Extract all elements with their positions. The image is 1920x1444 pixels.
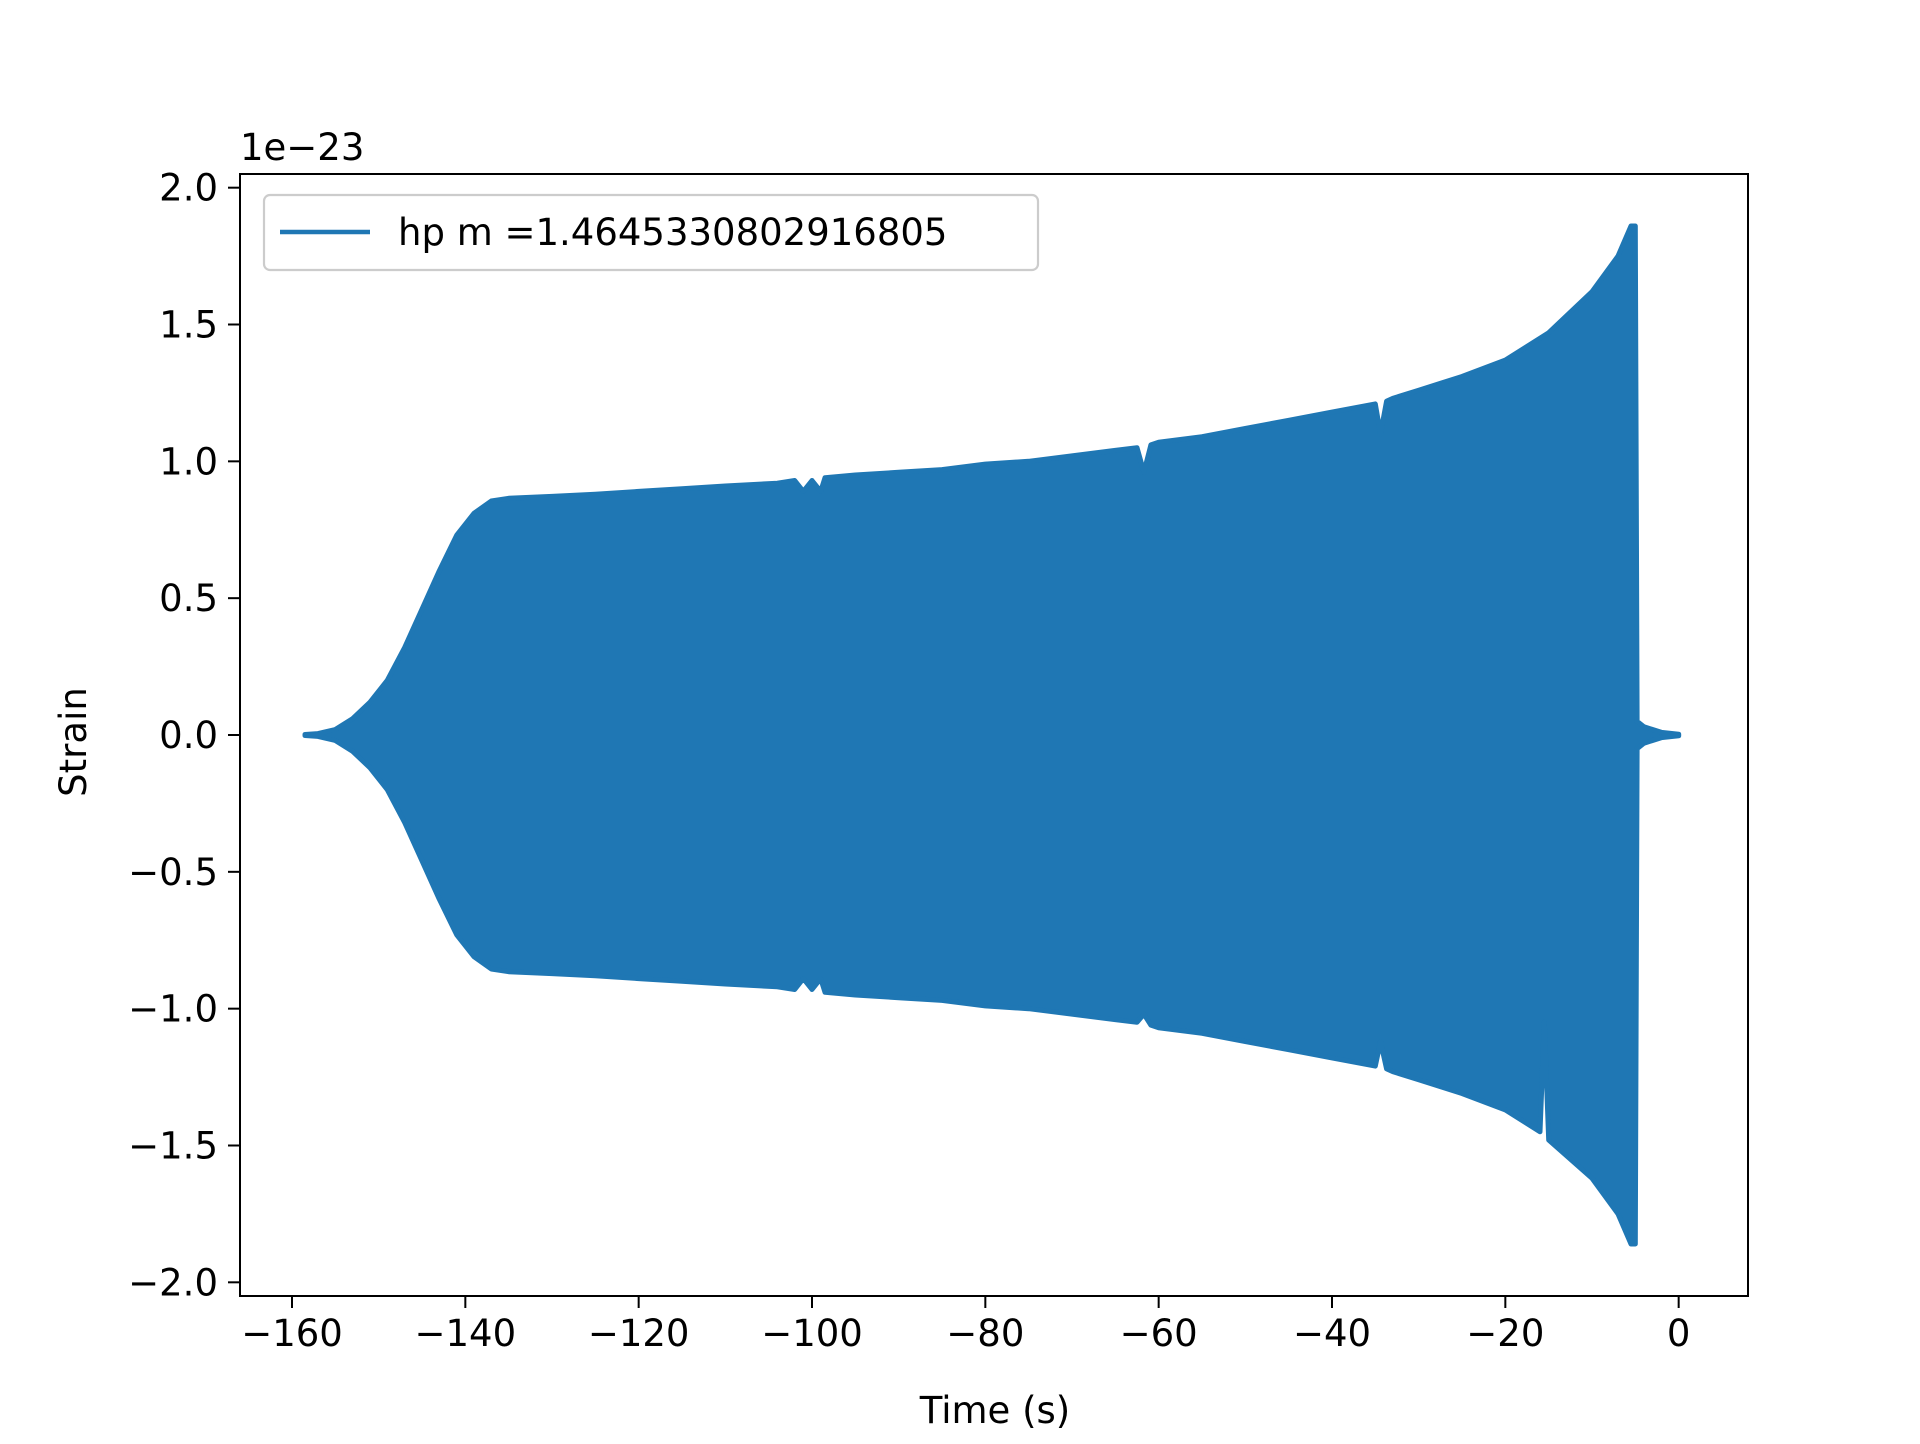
y-tick-label: 0.0 [159, 714, 218, 757]
y-tick-label: 2.0 [159, 167, 218, 210]
y-offset-label: 1e−23 [240, 126, 364, 169]
x-tick-label: −20 [1466, 1312, 1544, 1355]
ticks: −160 −140 −120 −100 −80 −60 −40 −20 0 −2.0 −1.5 −1.… [128, 167, 1690, 1355]
x-tick-label: −60 [1120, 1312, 1198, 1355]
x-tick-label: −100 [761, 1312, 863, 1355]
legend: hp m =1.4645330802916805 [262, 193, 1040, 272]
y-tick-label: 0.5 [159, 577, 218, 620]
y-tick-label: −1.5 [128, 1124, 218, 1167]
x-tick-label: −120 [588, 1312, 690, 1355]
strain-series-hp [302, 223, 1682, 1247]
y-tick-label: −0.5 [128, 851, 218, 894]
x-tick-label: −80 [946, 1312, 1024, 1355]
plot-area [302, 223, 1682, 1247]
x-tick-label: −140 [415, 1312, 517, 1355]
legend-label: hp m =1.4645330802916805 [398, 211, 947, 254]
y-tick-label: 1.0 [159, 440, 218, 483]
legend-box [262, 193, 1040, 272]
x-axis-label: Time (s) [919, 1389, 1070, 1432]
x-tick-label: −160 [241, 1312, 343, 1355]
y-tick-label: −1.0 [128, 988, 218, 1031]
y-tick-label: 1.5 [159, 304, 218, 347]
x-tick-label: −40 [1293, 1312, 1371, 1355]
y-axis-label: Strain [52, 687, 95, 797]
x-tick-label: 0 [1667, 1312, 1691, 1355]
y-tick-label: −2.0 [128, 1261, 218, 1304]
